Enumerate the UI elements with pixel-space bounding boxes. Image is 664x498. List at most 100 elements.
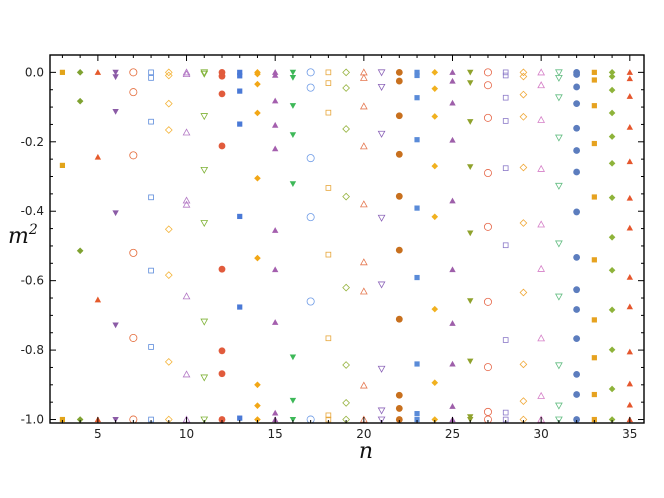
data-point [237,213,243,220]
data-point [573,306,581,313]
data-point [555,134,563,142]
data-point [164,126,173,134]
data-point [395,150,403,158]
data-point [502,165,509,171]
data-point [555,94,563,102]
data-point [591,103,597,109]
data-point [537,164,546,172]
data-point [555,402,563,410]
data-point [483,113,492,122]
data-point [467,298,474,304]
data-point [377,214,386,222]
data-point [342,84,350,92]
data-point [218,370,226,378]
data-point [608,306,616,314]
data-point [59,416,66,423]
data-point [414,361,420,367]
data-point [573,208,581,216]
data-point [573,335,581,343]
data-point [377,83,386,91]
data-point [414,411,420,417]
data-point [591,77,597,83]
data-point [306,213,315,222]
data-point [377,365,386,373]
data-point [555,69,563,77]
data-point [626,69,634,75]
data-point [271,319,279,325]
data-point [395,315,403,323]
data-point [271,71,279,78]
data-point [608,69,616,76]
data-point [325,69,332,76]
data-point [129,333,138,342]
data-point [395,416,403,423]
data-point [237,88,243,94]
data-point [325,335,332,342]
data-point [76,97,84,105]
data-point [483,81,492,90]
data-point [502,242,509,249]
data-point [467,358,474,365]
y-axis-ticks: 0.0 -0.2 -0.4 -0.6 -0.8 -1.0 [21,65,644,427]
data-point [164,99,173,108]
data-point [467,230,474,237]
data-point [626,348,634,355]
data-point [626,303,634,310]
data-point [395,77,403,85]
x-tick-label: 10 [179,427,194,441]
data-point [129,68,138,77]
data-point [182,292,191,300]
data-point [414,137,420,143]
data-point [254,174,261,182]
data-point [431,162,439,170]
data-point [237,304,243,310]
data-point [271,227,279,233]
data-point [431,213,439,221]
data-point [148,118,154,125]
data-point [608,233,616,241]
data-point [289,397,297,404]
data-point [200,374,209,382]
data-point [395,405,403,412]
data-point [502,409,509,416]
data-point [76,416,84,423]
y-tick-label: -0.4 [21,204,44,218]
data-point [271,145,279,152]
data-point [608,346,616,354]
data-point [467,416,474,423]
data-point [377,416,386,424]
data-point [449,197,456,204]
data-point [395,246,403,254]
data-point [414,274,420,281]
data-point [519,72,528,81]
x-tick-label: 25 [445,427,460,441]
x-tick-label: 35 [622,427,637,441]
data-point [182,128,191,136]
data-point [555,362,563,370]
data-point [519,219,528,227]
data-point [537,391,546,399]
data-point [626,93,634,99]
data-point [182,200,191,208]
data-point [182,68,191,76]
data-point [591,257,597,263]
data-point [502,72,509,79]
data-point [254,416,261,423]
data-point [395,68,403,76]
data-point [537,220,546,228]
data-point [483,68,492,77]
data-point [431,113,439,120]
data-point [395,391,403,399]
data-point [359,258,368,266]
data-point [59,162,66,168]
data-point [573,254,581,261]
data-point [359,73,368,81]
data-point [573,286,581,294]
data-point [537,68,546,76]
data-point [519,163,528,172]
data-point [555,416,563,424]
data-point [573,83,581,91]
data-point [555,182,563,190]
y-tick-label: -0.6 [21,274,44,288]
data-point [289,354,297,361]
